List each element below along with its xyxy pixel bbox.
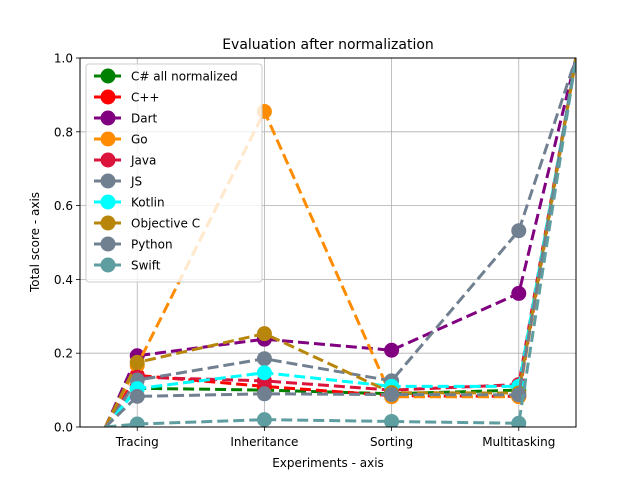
legend-item: C# all normalized bbox=[94, 68, 238, 84]
x-tick-label: Multitasking bbox=[482, 435, 555, 449]
data-point bbox=[384, 342, 400, 358]
y-tick-label: 1.0 bbox=[54, 52, 73, 66]
legend-item: Python bbox=[94, 236, 173, 252]
legend-marker bbox=[100, 236, 116, 252]
y-tick-label: 0.2 bbox=[54, 347, 73, 361]
legend: C# all normalized C++ Dart Go Java JS Kotlin Ob… bbox=[85, 63, 263, 283]
data-point bbox=[256, 351, 272, 367]
legend-label: C++ bbox=[131, 91, 160, 105]
data-point bbox=[256, 326, 272, 342]
legend-item: Kotlin bbox=[94, 194, 165, 210]
legend-marker bbox=[100, 215, 116, 231]
legend-marker bbox=[100, 131, 116, 147]
y-tick-label: 0.6 bbox=[54, 199, 73, 213]
series-9 bbox=[104, 58, 576, 427]
data-point bbox=[511, 415, 527, 427]
legend-label: Swift bbox=[131, 259, 161, 273]
legend-item: Dart bbox=[94, 110, 158, 126]
data-point bbox=[384, 413, 400, 427]
series-group bbox=[104, 58, 576, 427]
legend-item: Java bbox=[94, 152, 156, 168]
x-tick-label: Sorting bbox=[370, 435, 413, 449]
data-point bbox=[511, 285, 527, 301]
y-tick-label: 0.8 bbox=[54, 125, 73, 139]
chart-title: Evaluation after normalization bbox=[222, 37, 434, 53]
legend-marker bbox=[100, 152, 116, 168]
legend-item: JS bbox=[94, 173, 142, 189]
data-point bbox=[384, 387, 400, 403]
legend-marker bbox=[100, 194, 116, 210]
legend-item: Objective C bbox=[94, 215, 200, 231]
y-tick-label: 0.0 bbox=[54, 421, 73, 435]
data-point bbox=[256, 412, 272, 427]
y-tick-label: 0.4 bbox=[54, 273, 73, 287]
x-tick-label: Tracing bbox=[115, 435, 159, 449]
y-axis-label: Total score - axis bbox=[28, 192, 42, 293]
legend-label: C# all normalized bbox=[131, 70, 238, 84]
x-axis-ticks: Tracing Inheritance Sorting Multitasking bbox=[115, 427, 555, 449]
legend-label: Python bbox=[131, 238, 173, 252]
legend-label: Objective C bbox=[131, 217, 200, 231]
legend-label: Go bbox=[131, 133, 148, 147]
x-axis-label: Experiments - axis bbox=[272, 456, 384, 470]
data-point bbox=[256, 365, 272, 381]
legend-marker bbox=[100, 173, 116, 189]
data-point bbox=[129, 354, 145, 370]
legend-label: JS bbox=[130, 175, 142, 189]
legend-item: C++ bbox=[94, 89, 160, 105]
legend-marker bbox=[100, 89, 116, 105]
legend-label: Java bbox=[130, 154, 156, 168]
legend-label: Kotlin bbox=[131, 196, 165, 210]
legend-item: Swift bbox=[94, 257, 161, 273]
data-point bbox=[129, 416, 145, 427]
data-point bbox=[511, 223, 527, 239]
legend-item: Go bbox=[94, 131, 148, 147]
series-line bbox=[104, 58, 576, 427]
plot-frame bbox=[79, 57, 577, 428]
legend-marker bbox=[100, 110, 116, 126]
data-point bbox=[256, 386, 272, 402]
series-line bbox=[104, 58, 576, 427]
y-axis-ticks: 0.0 0.2 0.4 0.6 0.8 1.0 bbox=[54, 52, 80, 435]
data-point bbox=[129, 388, 145, 404]
x-tick-label: Inheritance bbox=[230, 435, 298, 449]
legend-label: Dart bbox=[131, 112, 158, 126]
series-10 bbox=[105, 58, 576, 427]
legend-marker bbox=[100, 68, 116, 84]
legend-box bbox=[85, 63, 263, 283]
legend-marker bbox=[100, 257, 116, 273]
